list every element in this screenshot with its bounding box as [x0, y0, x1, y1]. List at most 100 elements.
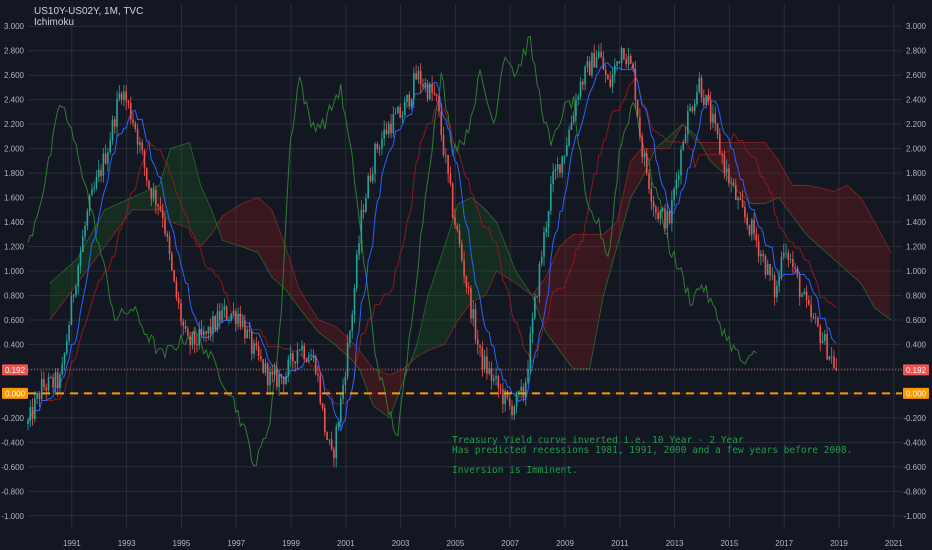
candle-down — [796, 268, 799, 276]
candle-up — [424, 82, 427, 87]
candle-down — [502, 389, 504, 405]
candle-up — [712, 113, 714, 123]
candle-down — [470, 288, 472, 319]
candle-up — [77, 265, 80, 287]
x-tick-label: 2007 — [501, 539, 519, 548]
candle-up — [789, 259, 792, 260]
candle-down — [650, 189, 653, 202]
symbol-title[interactable]: US10Y-US02Y, 1M, TVC — [34, 6, 144, 17]
candle-down — [593, 52, 596, 68]
candle-down — [461, 243, 463, 261]
y-tick-label-left: -0.400 — [1, 438, 24, 447]
candle-up — [611, 74, 614, 87]
cloud-bearish — [700, 142, 891, 320]
candle-down — [419, 70, 422, 85]
candle-down — [438, 95, 440, 112]
candle-down — [164, 218, 166, 234]
candle-up — [397, 107, 399, 114]
candle-up — [659, 210, 662, 219]
candle-down — [636, 100, 639, 117]
annotation-note: Treasury Yield curve inverted i.e. 10 Ye… — [452, 436, 852, 476]
candle-up — [59, 374, 61, 389]
candlesticks — [27, 43, 838, 468]
y-tick-label-left: 2.200 — [4, 120, 25, 129]
candle-up — [413, 73, 415, 100]
candle-down — [184, 326, 187, 329]
candle-up — [824, 334, 826, 341]
candle-up — [579, 81, 582, 97]
indicator-legend[interactable]: Ichimoku — [34, 17, 75, 28]
candle-up — [472, 309, 475, 319]
candle-down — [166, 233, 169, 237]
candle-down — [451, 183, 454, 218]
candle-down — [145, 167, 148, 181]
y-tick-label-right: -0.200 — [903, 414, 926, 423]
candle-down — [426, 82, 429, 100]
candle-down — [508, 398, 511, 406]
candle-down — [431, 83, 433, 93]
y-axis-left[interactable]: 3.000 2.800 2.600 2.400 2.200 2.000 1.800 1.600… — [1, 22, 24, 521]
x-tick-label: 2015 — [720, 539, 738, 548]
candle-up — [488, 368, 491, 374]
candle-down — [433, 92, 436, 95]
candle-down — [449, 173, 452, 184]
x-axis[interactable]: 1991 1993 1995 1997 1999 2001 2003 2005 2007 2009… — [63, 539, 903, 548]
candle-up — [671, 199, 673, 224]
candle-down — [819, 326, 822, 344]
candle-up — [63, 353, 66, 364]
candle-up — [620, 48, 623, 63]
candle-up — [36, 393, 38, 399]
y-tick-label-left: 2.600 — [4, 71, 25, 80]
candle-up — [310, 358, 312, 360]
candle-down — [214, 316, 217, 330]
candle-up — [577, 96, 580, 100]
candle-up — [203, 331, 205, 336]
candle-down — [490, 368, 493, 381]
candle-up — [778, 276, 780, 286]
candle-up — [228, 319, 230, 321]
candle-up — [221, 310, 223, 322]
candle-down — [260, 355, 262, 360]
candle-down — [723, 155, 726, 173]
y-tick-label-left: 1.400 — [4, 218, 25, 227]
leading-span-b — [49, 123, 892, 376]
candle-down — [255, 343, 258, 346]
candle-up — [232, 311, 235, 314]
candle-up — [828, 356, 831, 360]
x-tick-label: 1999 — [282, 539, 300, 548]
y-tick-label-right: 2.800 — [906, 47, 927, 56]
candle-up — [123, 91, 125, 100]
candle-up — [527, 368, 529, 382]
candle-up — [328, 439, 331, 441]
candle-down — [292, 353, 294, 362]
candle-down — [629, 55, 632, 64]
x-tick-label: 2001 — [337, 539, 355, 548]
candle-up — [504, 390, 506, 405]
candle-down — [282, 377, 285, 385]
candle-up — [383, 129, 385, 139]
candle-down — [648, 173, 650, 190]
candle-down — [182, 321, 185, 327]
candle-up — [351, 314, 354, 332]
candle-up — [540, 256, 543, 264]
candle-up — [40, 379, 43, 400]
candle-up — [308, 359, 310, 362]
x-tick-label: 2019 — [830, 539, 848, 548]
candle-down — [456, 225, 459, 230]
candle-up — [223, 306, 226, 311]
candle-down — [787, 252, 790, 260]
candle-down — [100, 169, 102, 176]
candle-up — [84, 225, 86, 237]
candle-up — [760, 253, 762, 257]
candle-up — [72, 295, 75, 297]
candle-up — [524, 381, 527, 398]
candle-down — [189, 335, 191, 346]
candle-down — [113, 119, 116, 127]
candle-down — [209, 326, 212, 334]
candle-down — [755, 233, 758, 241]
candle-up — [693, 104, 696, 112]
candle-down — [45, 387, 48, 391]
y-axis-right[interactable]: 3.000 2.800 2.600 2.400 2.200 2.000 1.800 1.600… — [903, 22, 926, 521]
candle-down — [757, 240, 760, 257]
